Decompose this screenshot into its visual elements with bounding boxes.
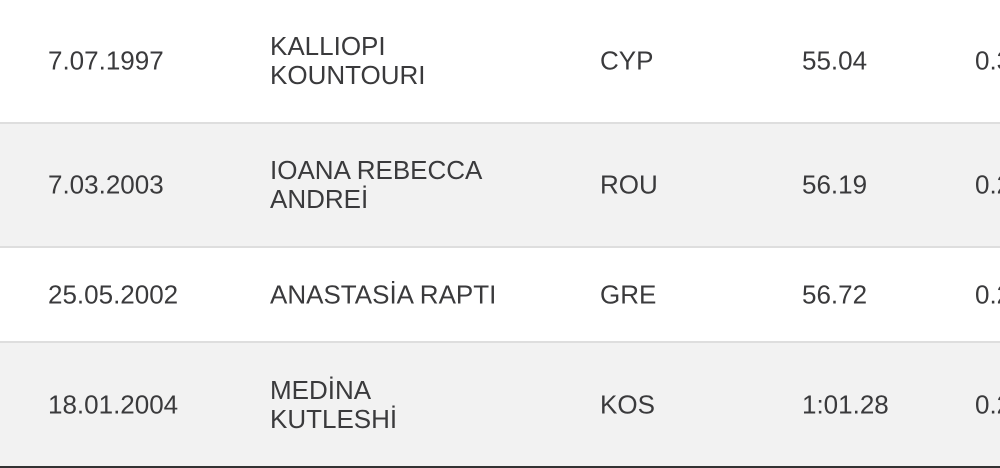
- birth-date: 18.01.2004: [48, 389, 179, 419]
- athlete-name: MEDİNA KUTLESHİ: [270, 374, 398, 434]
- country-code: KOS: [600, 389, 655, 419]
- result-time: 55.04: [802, 45, 868, 76]
- result-time: 56.19: [802, 169, 868, 200]
- country-code: GRE: [600, 279, 657, 309]
- athlete-name: ANASTASİA RAPTI: [270, 279, 497, 309]
- country-code: ROU: [600, 169, 658, 200]
- result-time: 56.72: [802, 279, 868, 309]
- next-column-value: 0.2: [975, 389, 1000, 419]
- table-row: 18.01.2004 MEDİNA KUTLESHİ KOS 1:01.28 0…: [0, 343, 1000, 468]
- athlete-name: IOANA REBECCA ANDREİ: [270, 155, 481, 214]
- next-column-value: 0.2: [975, 169, 1000, 200]
- table-row: 7.07.1997 KALLIOPI KOUNTOURI CYP 55.04 0…: [0, 0, 1000, 124]
- birth-date: 7.07.1997: [48, 45, 164, 76]
- table-row: 25.05.2002 ANASTASİA RAPTI GRE 56.72 0.2: [0, 248, 1000, 343]
- birth-date: 25.05.2002: [48, 279, 179, 309]
- next-column-value: 0.3: [975, 45, 1000, 76]
- table-row: 7.03.2003 IOANA REBECCA ANDREİ ROU 56.19…: [0, 124, 1000, 248]
- birth-date: 7.03.2003: [48, 169, 164, 200]
- country-code: CYP: [600, 45, 654, 76]
- next-column-value: 0.2: [975, 279, 1000, 309]
- athlete-name: KALLIOPI KOUNTOURI: [270, 31, 426, 90]
- result-time: 1:01.28: [802, 389, 889, 419]
